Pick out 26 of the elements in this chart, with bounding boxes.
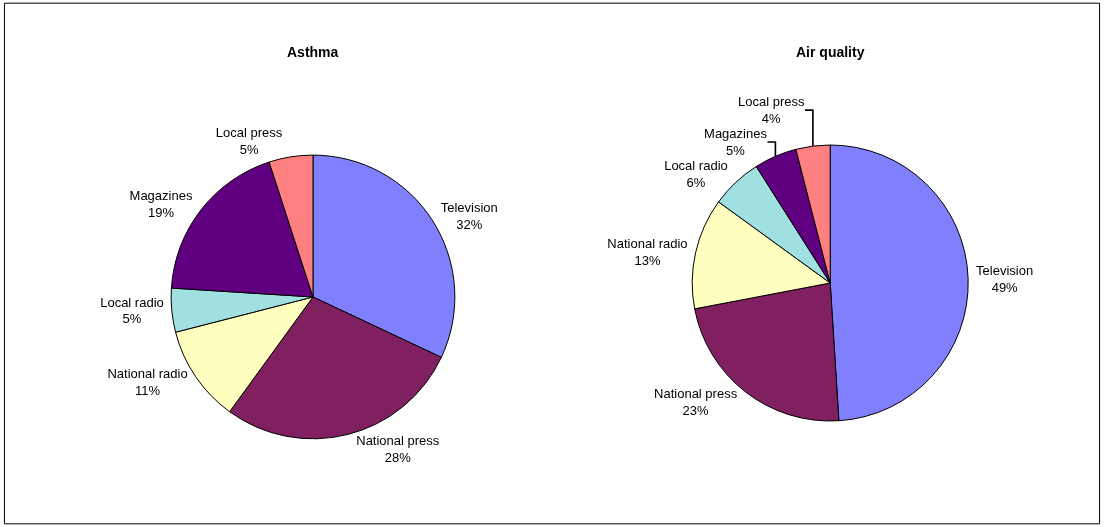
data-label: 5% xyxy=(122,311,142,327)
slice-label: Local radio xyxy=(664,157,728,173)
slice-label: Magazines xyxy=(129,188,193,204)
data-label: 19% xyxy=(147,204,175,220)
data-label: 5% xyxy=(726,142,746,158)
slice-label: Local press xyxy=(215,125,283,141)
data-label: 23% xyxy=(682,402,710,418)
data-label: 28% xyxy=(384,450,412,466)
slice-label: Local radio xyxy=(100,294,164,310)
slice-label: Magazines xyxy=(704,126,768,142)
chart-title: Asthma xyxy=(287,44,339,60)
slice-label: National press xyxy=(654,386,738,402)
slice-label: National radio xyxy=(107,365,188,381)
data-label: 11% xyxy=(135,382,161,398)
data-label: 6% xyxy=(686,174,706,190)
slice-label: Television xyxy=(440,200,498,216)
data-label: 4% xyxy=(761,111,782,127)
data-label: 13% xyxy=(634,253,661,269)
slice-label: Television xyxy=(976,262,1034,278)
data-label: 5% xyxy=(239,142,259,158)
slice-label: National radio xyxy=(607,236,688,252)
chart-title: Air quality xyxy=(796,44,865,60)
slice-label: National press xyxy=(356,433,440,449)
data-label: 49% xyxy=(991,279,1019,295)
data-label: 32% xyxy=(456,217,483,233)
slice-label: Local press xyxy=(737,94,805,110)
